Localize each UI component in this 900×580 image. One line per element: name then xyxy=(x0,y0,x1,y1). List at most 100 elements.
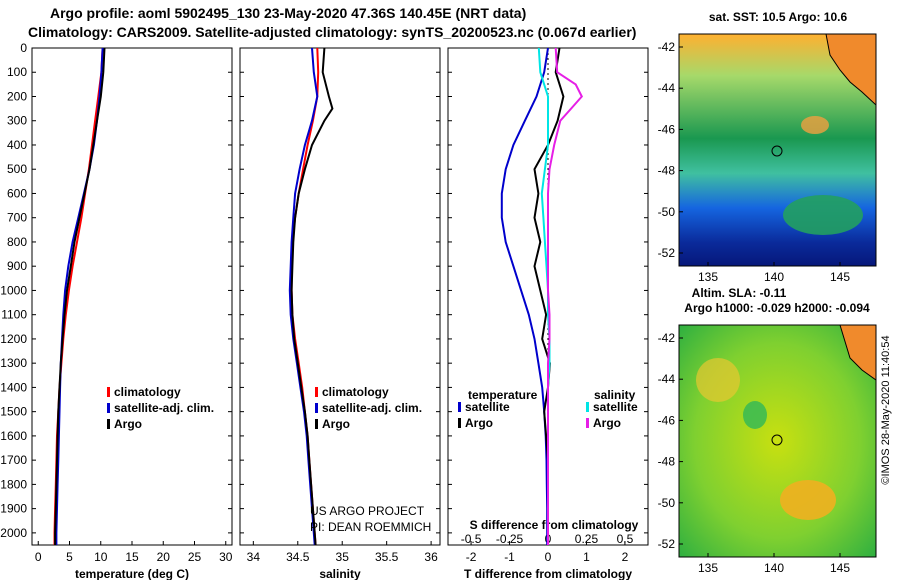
x-tick-label: 35.5 xyxy=(375,550,399,564)
x-axis-label: salinity xyxy=(319,567,361,580)
lon-tick-label: 135 xyxy=(698,270,718,284)
lat-tick-label: -46 xyxy=(658,122,676,136)
sst-warm-eddy xyxy=(801,116,829,134)
project-annotation: US ARGO PROJECT xyxy=(310,504,425,518)
depth-tick-label: 900 xyxy=(7,259,27,273)
legend-swatch xyxy=(458,402,461,412)
project-annotation: PI: DEAN ROEMMICH xyxy=(310,520,431,534)
legend-swatch xyxy=(458,418,461,428)
sst-float-marker xyxy=(771,145,783,157)
salinity-diff-tick-label: -0.25 xyxy=(496,532,524,546)
legend-swatch xyxy=(107,419,110,429)
sst-green-tongue xyxy=(783,195,863,235)
difference-panel: -2 -1 0 1 2 T difference from climatology -0.5… xyxy=(447,47,649,580)
figure-title-line2: Climatology: CARS2009. Satellite-adjuste… xyxy=(28,24,637,40)
x-tick-label: 36 xyxy=(424,550,438,564)
depth-tick-label: 800 xyxy=(7,235,27,249)
lat-tick-label: -44 xyxy=(658,372,676,386)
sla-map-title: Argo h1000: -0.029 h2000: -0.094 xyxy=(684,301,870,315)
legend-label: satellite-adj. clim. xyxy=(114,401,214,415)
x-tick-label: 0 xyxy=(35,550,42,564)
x-tick-label: 5 xyxy=(66,550,73,564)
salinity-diff-axis-label: S difference from climatology xyxy=(470,518,639,532)
legend-label: satellite xyxy=(593,400,638,414)
series-line-0 xyxy=(500,47,549,545)
lon-tick-label: 145 xyxy=(830,561,850,575)
lat-tick-label: -42 xyxy=(658,331,676,345)
lat-tick-label: -48 xyxy=(658,455,676,469)
depth-tick-label: 2000 xyxy=(0,526,27,540)
x-tick-label: 25 xyxy=(188,550,202,564)
depth-tick-label: 500 xyxy=(7,162,27,176)
depth-tick-label: 300 xyxy=(7,114,27,128)
sla-low-center xyxy=(743,401,767,429)
depth-tick-label: 1400 xyxy=(0,380,27,394)
depth-tick-label: 1100 xyxy=(1,308,27,322)
legend-header-temperature: temperature xyxy=(468,388,538,402)
legend-swatch xyxy=(107,403,110,413)
legend-swatch xyxy=(315,403,318,413)
legend-label: Argo xyxy=(114,417,142,431)
panel-frame xyxy=(239,47,441,546)
series-line-2 xyxy=(54,47,106,545)
x-tick-label: -2 xyxy=(466,550,477,564)
legend-label: satellite-adj. clim. xyxy=(322,401,422,415)
legend-label: satellite xyxy=(465,400,510,414)
x-axis-label: T difference from climatology xyxy=(464,567,632,580)
salinity-diff-tick-label: -0.5 xyxy=(461,532,482,546)
x-tick-label: 34.5 xyxy=(286,550,310,564)
sla-map-area xyxy=(678,324,877,558)
sla-high-west xyxy=(696,358,740,402)
depth-tick-label: 1200 xyxy=(0,332,27,346)
imos-credit: ©IMOS 28-May-2020 11:40:54 xyxy=(880,335,892,485)
x-tick-label: 20 xyxy=(157,550,171,564)
legend-swatch xyxy=(315,419,318,429)
depth-tick-label: 700 xyxy=(7,211,27,225)
sla-coastline xyxy=(839,324,877,381)
depth-tick-label: 0 xyxy=(20,41,27,55)
x-axis-label: temperature (deg C) xyxy=(75,567,189,580)
depth-tick-label: 1600 xyxy=(0,429,27,443)
depth-tick-label: 200 xyxy=(7,89,27,103)
depth-tick-label: 1000 xyxy=(0,283,27,297)
salinity-panel: 34 34.5 35 35.5 36 salinity climatology satelli… xyxy=(239,47,441,580)
lat-tick-label: -48 xyxy=(658,164,676,178)
legend-swatch xyxy=(586,418,589,428)
x-tick-label: 34 xyxy=(247,550,261,564)
legend-label: Argo xyxy=(322,417,350,431)
lon-tick-label: 135 xyxy=(698,561,718,575)
sla-high-eddy xyxy=(780,480,836,520)
lat-tick-label: -52 xyxy=(658,537,676,551)
depth-tick-label: 1700 xyxy=(0,453,27,467)
sla-map: Argo h1000: -0.029 h2000: -0.094 -42 -44 -… xyxy=(658,301,877,575)
altimetry-sla-label: Altim. SLA: -0.11 xyxy=(692,286,787,300)
lon-tick-label: 140 xyxy=(764,561,784,575)
x-tick-label: -1 xyxy=(504,550,515,564)
depth-tick-label: 1300 xyxy=(0,356,27,370)
legend-swatch xyxy=(586,402,589,412)
depth-tick-label: 1500 xyxy=(0,405,27,419)
x-tick-label: 0 xyxy=(545,550,552,564)
series-line-2 xyxy=(290,47,334,546)
legend-swatch xyxy=(315,387,318,397)
lat-tick-label: -52 xyxy=(658,246,676,260)
sst-map: sat. SST: 10.5 Argo: 10.6 -42 -44 -46 -48 -5… xyxy=(658,10,877,284)
legend-label: climatology xyxy=(322,385,389,399)
lat-tick-label: -42 xyxy=(658,40,676,54)
lon-tick-label: 140 xyxy=(764,270,784,284)
legend-label: Argo xyxy=(593,416,621,430)
series-line-3 xyxy=(547,47,583,545)
x-tick-label: 1 xyxy=(583,550,590,564)
lat-tick-label: -44 xyxy=(658,81,676,95)
x-tick-label: 30 xyxy=(219,550,233,564)
depth-axis: 0 100 200 300 400 500 600 700 800 900 1000 1100 1200… xyxy=(0,41,27,540)
lon-tick-label: 145 xyxy=(830,270,850,284)
depth-tick-label: 600 xyxy=(7,186,27,200)
sst-map-axes: -42 -44 -46 -48 -50 -52 135 140 145 xyxy=(658,40,851,284)
legend-label: Argo xyxy=(465,416,493,430)
x-tick-label: 2 xyxy=(622,550,629,564)
sst-coastline xyxy=(825,33,877,107)
legend-label: climatology xyxy=(114,385,181,399)
salinity-diff-tick-label: 0.25 xyxy=(575,532,599,546)
